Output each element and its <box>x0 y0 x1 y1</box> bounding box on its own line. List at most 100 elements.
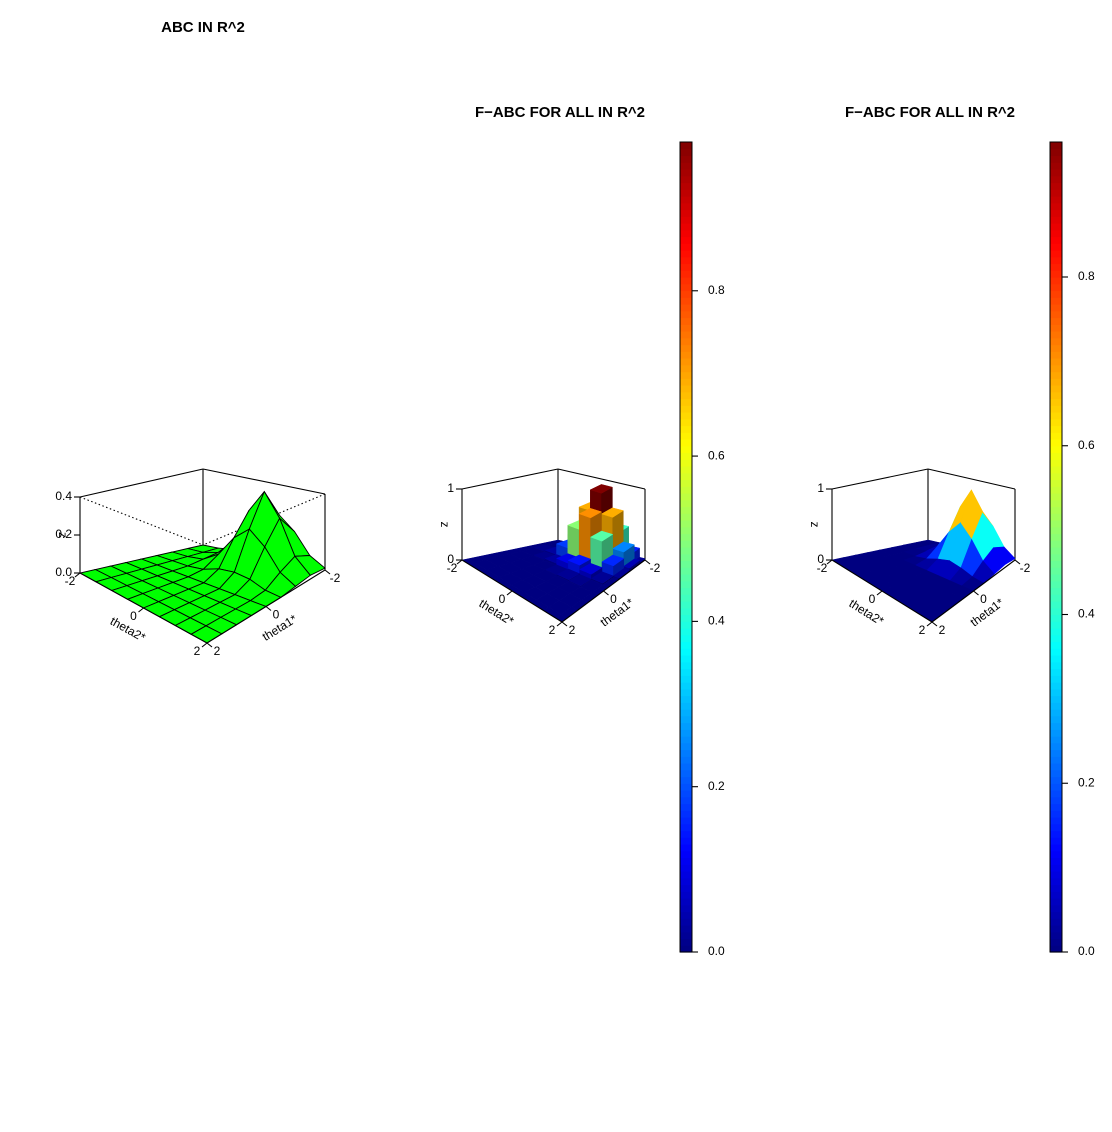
colorbar-slice <box>680 169 692 177</box>
x-tick-label: -2 <box>650 561 661 575</box>
colorbar-slice <box>680 580 692 589</box>
colorbar-tick-label: 0.2 <box>1078 775 1095 789</box>
colorbar-slice <box>1050 175 1062 184</box>
y-tick <box>74 572 81 578</box>
colorbar-slice <box>1050 688 1062 697</box>
colorbar-slice <box>1050 857 1062 865</box>
colorbar-slice <box>1050 722 1062 730</box>
bar-top <box>612 541 635 553</box>
y-tick-label: 2 <box>919 623 926 637</box>
z-axis-label: z <box>56 532 70 538</box>
x-tick-label: 0 <box>610 592 617 606</box>
colorbar-slice <box>680 425 692 433</box>
colorbar-slice <box>1050 452 1062 460</box>
panel-title: F−ABC FOR ALL IN R^2 <box>845 104 1015 121</box>
colorbar-slice <box>1050 445 1062 454</box>
colorbar-slice <box>1050 398 1062 406</box>
colorbar-slice <box>680 655 692 663</box>
box-edge <box>461 468 559 490</box>
y-tick-label: 2 <box>549 623 556 637</box>
colorbar-slice <box>680 695 692 703</box>
y-tick-label: -2 <box>817 561 828 575</box>
colorbar-slice <box>680 378 692 386</box>
colorbar-slice <box>1050 877 1062 886</box>
bar-top <box>601 554 625 567</box>
y-tick <box>201 642 208 648</box>
colorbar-slice <box>680 486 692 494</box>
colorbar-slice <box>1050 466 1062 474</box>
colorbar-slice <box>1050 634 1062 643</box>
colorbar-slice <box>1050 229 1062 238</box>
colorbar-slice <box>680 418 692 427</box>
colorbar-slice <box>1050 904 1062 913</box>
colorbar-slice <box>680 182 692 190</box>
colorbar-slice <box>680 776 692 784</box>
x-tick-label: 0 <box>273 608 280 622</box>
box-edge <box>557 468 646 490</box>
colorbar-slice <box>1050 479 1062 487</box>
colorbar-slice <box>680 432 692 440</box>
colorbar-slice <box>680 634 692 643</box>
x-tick-label: 2 <box>214 644 221 658</box>
colorbar-slice <box>1050 459 1062 467</box>
x-tick-label: -2 <box>330 571 341 585</box>
colorbar-slice <box>680 344 692 352</box>
colorbar-slice <box>680 844 692 852</box>
colorbar-slice <box>680 270 692 278</box>
colorbar-slice <box>1050 250 1062 258</box>
colorbar-slice <box>1050 763 1062 771</box>
x-tick-label: -2 <box>1020 561 1031 575</box>
colorbar-slice <box>680 648 692 656</box>
x-tick <box>265 606 272 611</box>
colorbar-slice <box>680 202 692 211</box>
y-tick-label: 0 <box>499 592 506 606</box>
colorbar-slice <box>680 155 692 163</box>
box-edge <box>461 559 563 623</box>
colorbar-frame <box>679 141 693 953</box>
colorbar-slice <box>1050 148 1062 157</box>
colorbar-slice <box>680 337 692 346</box>
colorbar-slice <box>1050 641 1062 649</box>
z-axis-label: z <box>808 522 822 528</box>
colorbar-slice <box>680 297 692 305</box>
x-tick <box>973 590 979 596</box>
box-edge <box>927 468 1016 490</box>
colorbar-slice <box>1050 560 1062 568</box>
colorbar-slice <box>1050 351 1062 359</box>
colorbar-slice <box>680 439 692 447</box>
colorbar-slice <box>680 857 692 865</box>
x-tick-label: 2 <box>569 623 576 637</box>
colorbar-slice <box>1050 574 1062 582</box>
colorbar-slice <box>1050 655 1062 663</box>
colorbar-slice <box>680 513 692 521</box>
colorbar-slice <box>680 742 692 751</box>
colorbar-slice <box>680 560 692 568</box>
colorbar-slice <box>680 688 692 697</box>
colorbar-slice <box>1050 283 1062 292</box>
colorbar-slice <box>1050 931 1062 940</box>
colorbar-slice <box>680 661 692 670</box>
x-tick <box>561 621 568 627</box>
colorbar-slice <box>1050 155 1062 163</box>
colorbar-slice <box>680 830 692 838</box>
colorbar-slice <box>1050 324 1062 332</box>
colorbar-slice <box>680 520 692 528</box>
colorbar-slice <box>680 891 692 899</box>
colorbar-slice <box>1050 202 1062 211</box>
colorbar-slice <box>1050 614 1062 622</box>
colorbar-slice <box>1050 749 1062 757</box>
colorbar-slice <box>1050 817 1062 825</box>
colorbar-slice <box>680 675 692 683</box>
colorbar-slice <box>680 641 692 649</box>
colorbar-slice <box>680 587 692 595</box>
colorbar-slice <box>680 756 692 764</box>
colorbar-slice <box>680 236 692 244</box>
y-tick <box>138 607 144 613</box>
colorbar-slice <box>1050 304 1062 312</box>
box-edge <box>831 468 929 490</box>
colorbar-slice <box>1050 236 1062 244</box>
colorbar-slice <box>1050 405 1062 413</box>
colorbar-slice <box>1050 385 1062 393</box>
